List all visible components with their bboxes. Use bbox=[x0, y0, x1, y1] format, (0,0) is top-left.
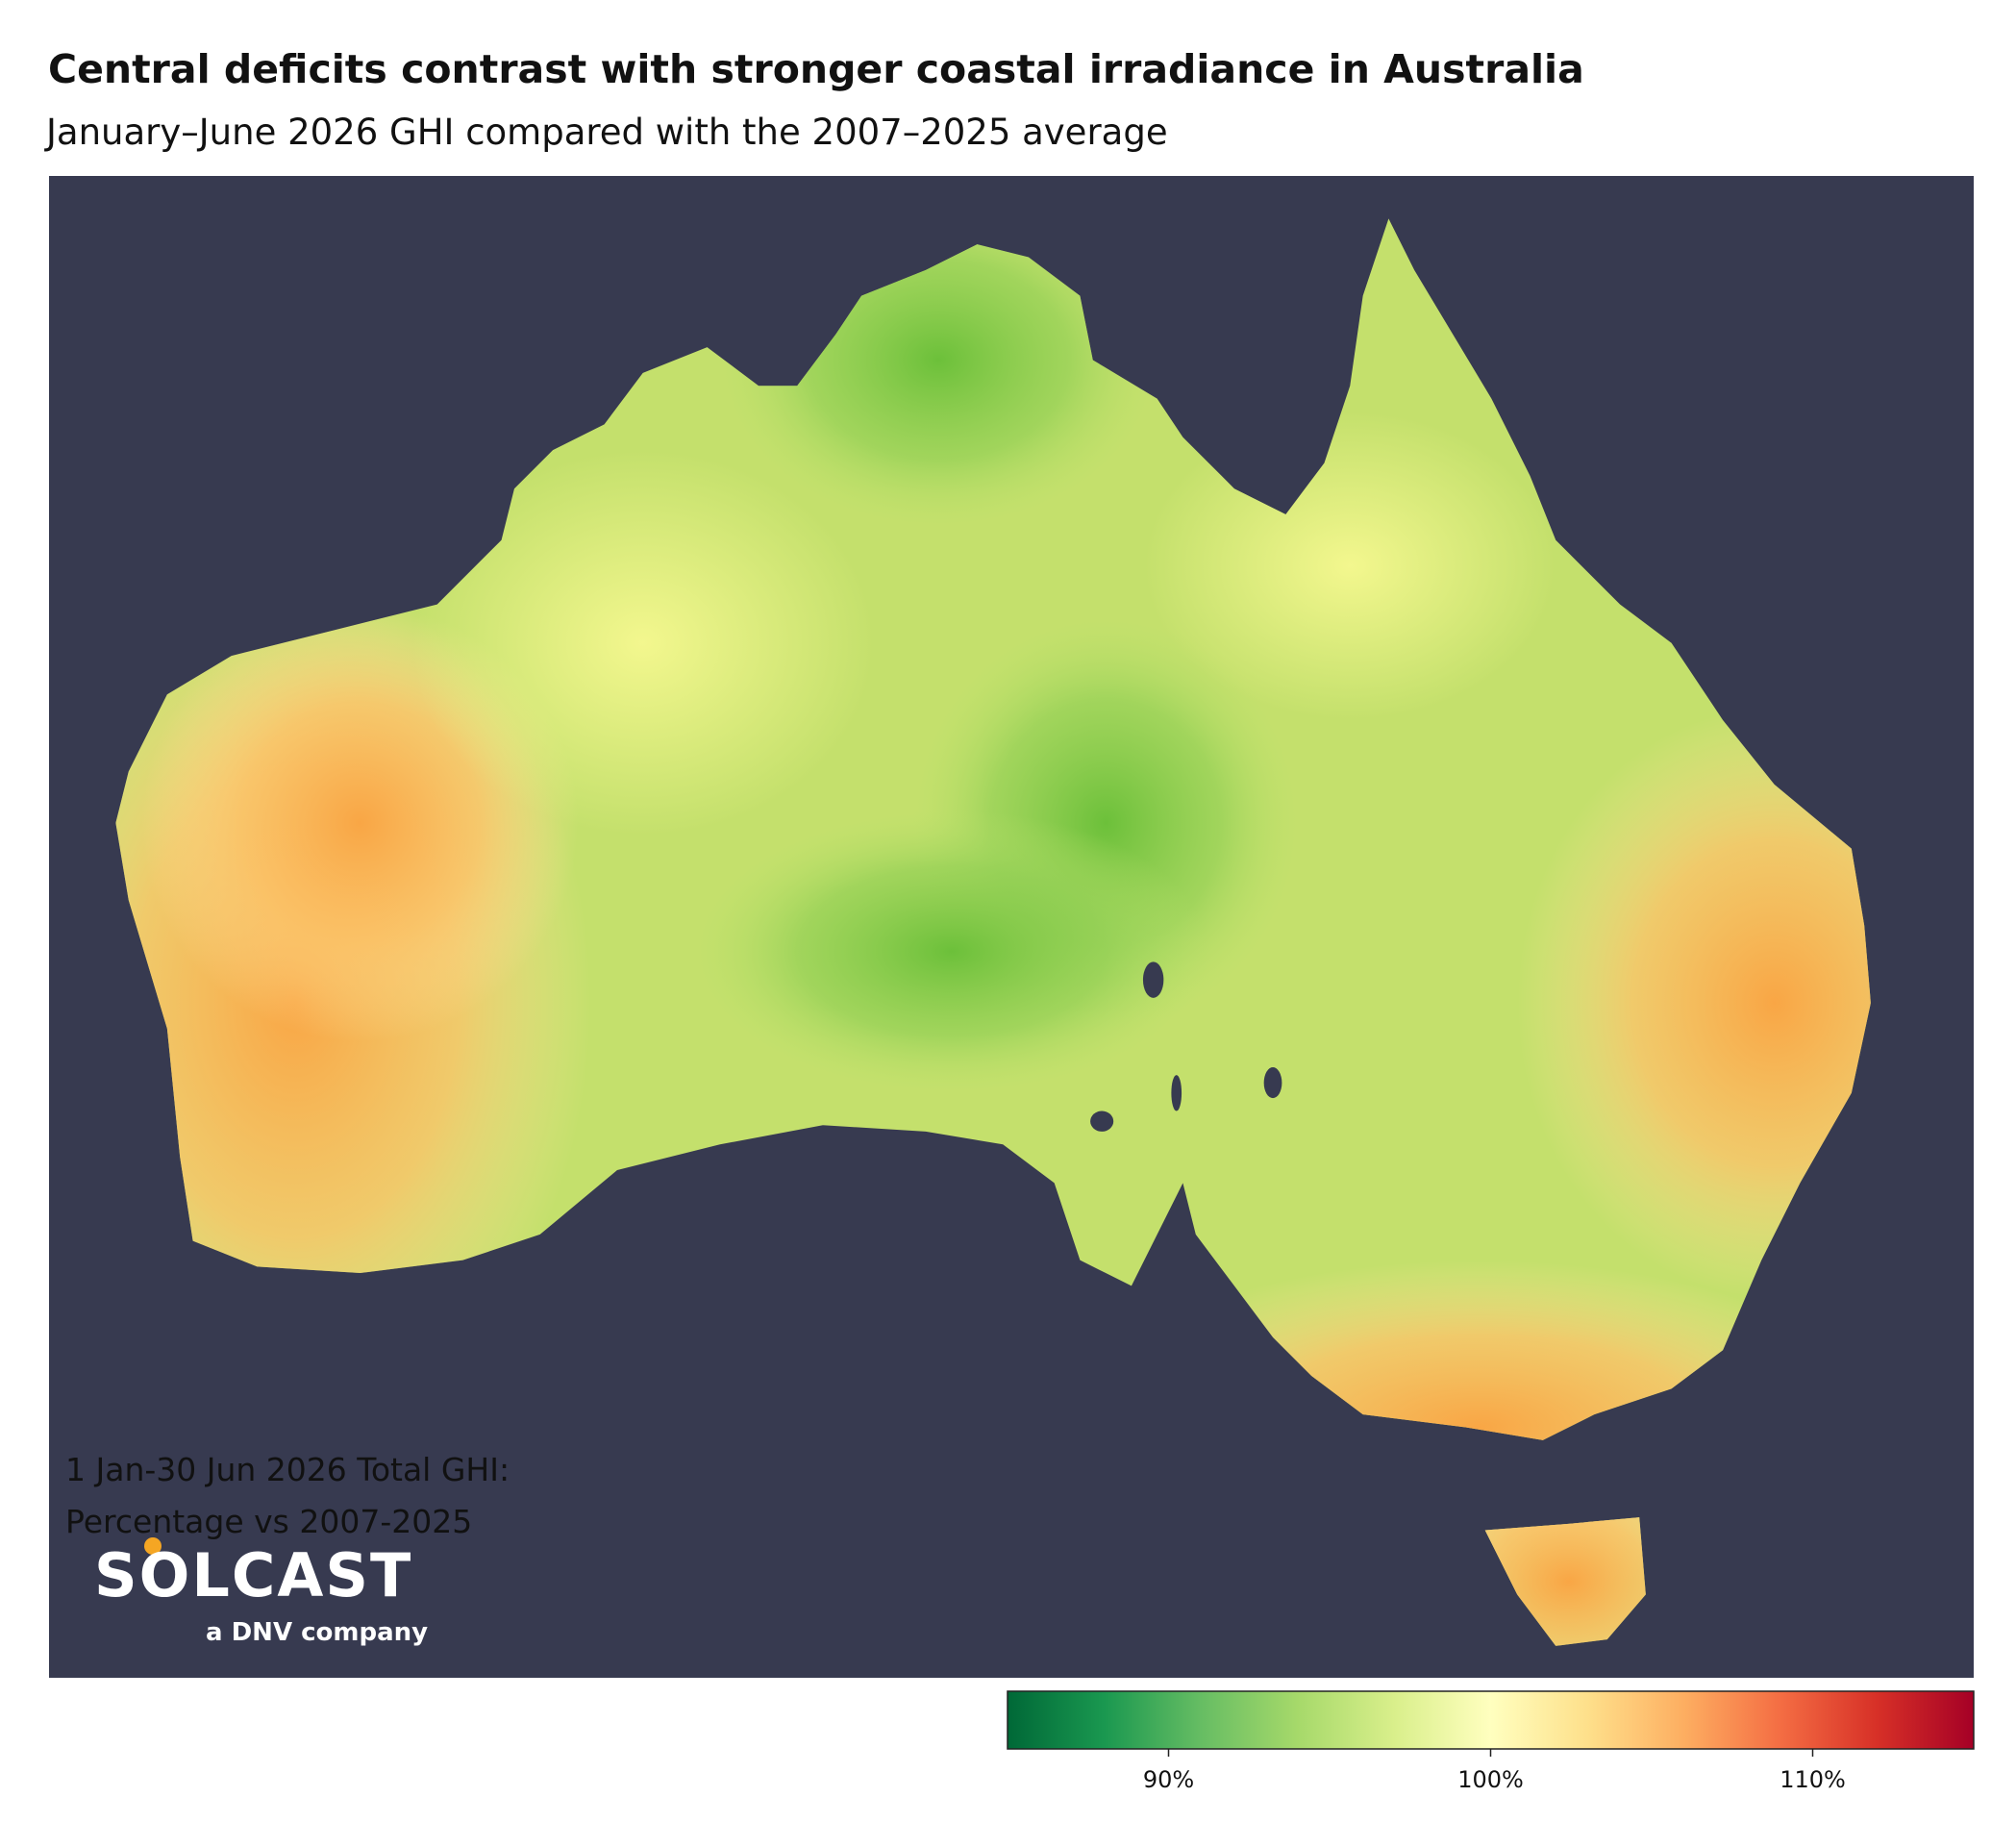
legend-title: Percentage vs 2007-2025 bbox=[65, 1503, 472, 1540]
legend-title: 1 Jan-30 Jun 2026 Total GHI: bbox=[65, 1451, 510, 1488]
logo-tagline: a DNV company bbox=[206, 1618, 428, 1647]
colorbar bbox=[1007, 1690, 1975, 1750]
colorbar-tick-label: 110% bbox=[1780, 1766, 1846, 1793]
colorbar-tick-label: 100% bbox=[1457, 1766, 1524, 1793]
logo-name: SOLCAST bbox=[94, 1540, 412, 1610]
subtitle: January–June 2026 GHI compared with the … bbox=[44, 112, 1168, 153]
logo-sun bbox=[144, 1537, 162, 1555]
title: Central deficits contrast with stronger … bbox=[48, 46, 1584, 92]
colorbar-tick-label: 90% bbox=[1143, 1766, 1194, 1793]
